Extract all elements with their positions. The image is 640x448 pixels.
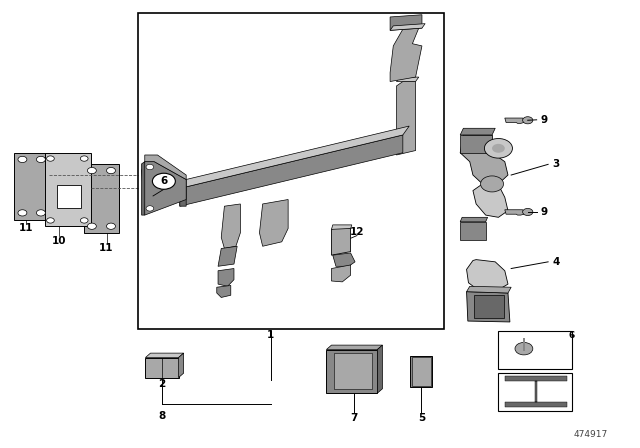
Polygon shape [378, 345, 383, 393]
Polygon shape [473, 184, 508, 217]
Text: 6: 6 [160, 176, 168, 186]
Text: 9: 9 [541, 115, 548, 125]
Polygon shape [505, 118, 524, 123]
Circle shape [523, 116, 533, 124]
Circle shape [481, 176, 504, 192]
Circle shape [515, 342, 533, 355]
Circle shape [88, 168, 97, 174]
Polygon shape [332, 226, 351, 255]
Polygon shape [14, 153, 49, 220]
Text: 1: 1 [268, 330, 275, 340]
Polygon shape [460, 135, 492, 153]
Polygon shape [326, 349, 378, 393]
Circle shape [152, 173, 175, 189]
Polygon shape [467, 286, 511, 293]
Polygon shape [145, 155, 186, 180]
Polygon shape [460, 222, 486, 240]
Bar [412, 357, 431, 386]
Bar [57, 185, 81, 208]
Polygon shape [396, 77, 419, 82]
Circle shape [492, 144, 505, 153]
Circle shape [484, 138, 513, 158]
Polygon shape [396, 82, 415, 155]
Text: 5: 5 [418, 413, 425, 422]
Text: 2: 2 [158, 379, 166, 389]
Polygon shape [390, 24, 422, 82]
Circle shape [523, 208, 533, 215]
Polygon shape [218, 268, 234, 286]
Circle shape [47, 218, 54, 223]
Polygon shape [332, 225, 352, 229]
Text: 12: 12 [349, 227, 364, 237]
Circle shape [47, 156, 54, 161]
Polygon shape [460, 128, 495, 135]
Circle shape [81, 218, 88, 223]
Circle shape [88, 223, 97, 229]
Polygon shape [141, 162, 145, 215]
Polygon shape [390, 15, 422, 30]
Bar [138, 13, 444, 329]
Circle shape [106, 223, 115, 229]
Circle shape [81, 156, 88, 161]
Polygon shape [141, 162, 186, 215]
Polygon shape [84, 164, 119, 233]
Bar [474, 295, 504, 319]
Circle shape [36, 210, 45, 216]
Polygon shape [217, 285, 231, 297]
Text: 6: 6 [568, 331, 575, 340]
Polygon shape [180, 135, 403, 206]
Polygon shape [460, 217, 488, 222]
Text: 474917: 474917 [574, 430, 608, 439]
Polygon shape [221, 204, 241, 249]
Polygon shape [326, 345, 383, 349]
Polygon shape [390, 24, 425, 30]
Polygon shape [180, 180, 186, 206]
Polygon shape [259, 199, 288, 246]
Text: 9: 9 [541, 207, 548, 217]
Text: 3: 3 [552, 159, 559, 169]
Polygon shape [45, 153, 91, 226]
Text: 8: 8 [158, 411, 166, 421]
Bar [499, 331, 572, 369]
Polygon shape [467, 292, 510, 322]
Bar [523, 337, 525, 351]
Polygon shape [333, 253, 355, 266]
Bar [499, 373, 572, 411]
Text: 7: 7 [351, 413, 358, 422]
Circle shape [146, 206, 154, 211]
Polygon shape [505, 376, 567, 407]
Circle shape [18, 210, 27, 216]
Polygon shape [332, 265, 351, 282]
Circle shape [146, 164, 154, 170]
Circle shape [106, 168, 115, 174]
Polygon shape [145, 353, 184, 358]
Text: 4: 4 [552, 257, 559, 267]
Text: 11: 11 [19, 224, 33, 233]
Polygon shape [218, 246, 237, 266]
Circle shape [18, 156, 27, 163]
Bar [334, 353, 372, 389]
Polygon shape [505, 210, 524, 215]
Text: 11: 11 [99, 243, 114, 254]
Text: 10: 10 [51, 236, 66, 246]
Polygon shape [467, 260, 508, 292]
Bar [410, 356, 432, 387]
Polygon shape [179, 353, 184, 378]
Polygon shape [180, 126, 409, 188]
Polygon shape [145, 358, 179, 378]
Circle shape [36, 156, 45, 163]
Polygon shape [460, 135, 508, 184]
